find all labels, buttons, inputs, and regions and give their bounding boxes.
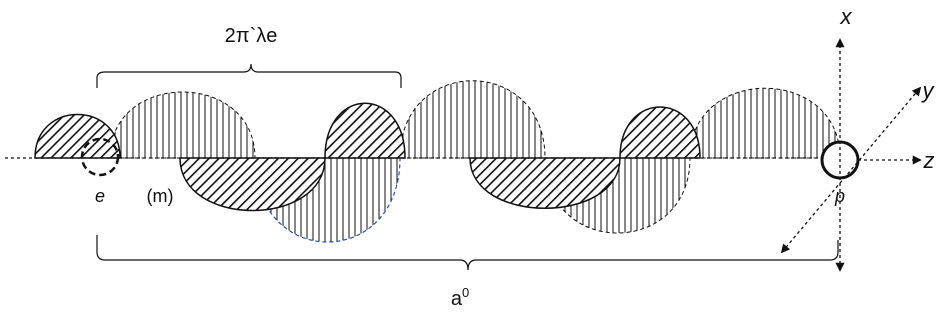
wavelength-label: 2π`λe xyxy=(225,25,278,47)
electric-lobe-down-2 xyxy=(469,157,621,209)
magnetic-lobe-up-3 xyxy=(689,87,841,159)
electron-circle xyxy=(80,137,120,177)
z-axis-label: z xyxy=(923,148,935,173)
coordinate-axes xyxy=(780,38,922,272)
electric-lobe-up-2 xyxy=(619,106,701,159)
a0-superscript: 0 xyxy=(462,285,469,300)
electric-lobe-up-1 xyxy=(324,102,406,159)
m-label: (m) xyxy=(147,186,174,206)
wavelength-bracket xyxy=(96,63,402,88)
a0-bracket xyxy=(96,235,839,271)
a0-base: a xyxy=(451,288,463,310)
electric-lobe-up-0 xyxy=(34,113,121,159)
p-label: p xyxy=(834,186,845,206)
a0-label: a0 xyxy=(451,285,469,310)
e-label: e xyxy=(95,186,105,206)
electric-field-wave xyxy=(34,102,701,212)
x-axis-label: x xyxy=(840,4,853,29)
y-axis-label: y xyxy=(921,78,936,103)
magnetic-lobe-up-1 xyxy=(109,91,256,159)
electric-lobe-down-1 xyxy=(179,157,326,212)
magnetic-lobe-up-2 xyxy=(399,80,546,159)
